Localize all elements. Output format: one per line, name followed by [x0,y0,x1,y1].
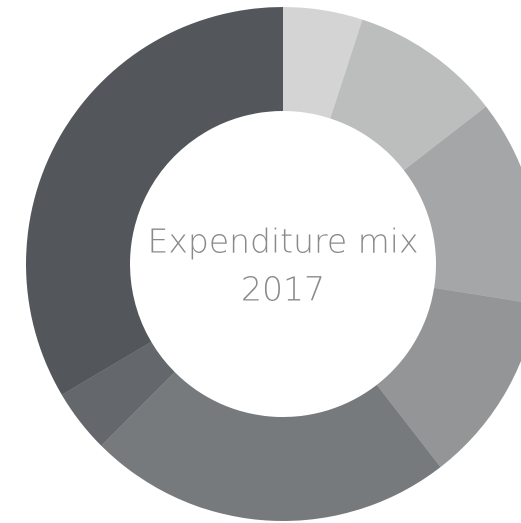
chart-subtitle: 2017 [241,270,325,309]
donut-slice [26,7,284,395]
donut-slice [376,287,521,468]
donut-slice [101,372,441,521]
donut-slice [283,7,363,119]
chart-title: Expenditure mix [148,222,419,261]
donut-slice [61,341,175,446]
slices [26,7,521,521]
donut-slice [403,106,521,302]
donut-slice [330,19,487,171]
